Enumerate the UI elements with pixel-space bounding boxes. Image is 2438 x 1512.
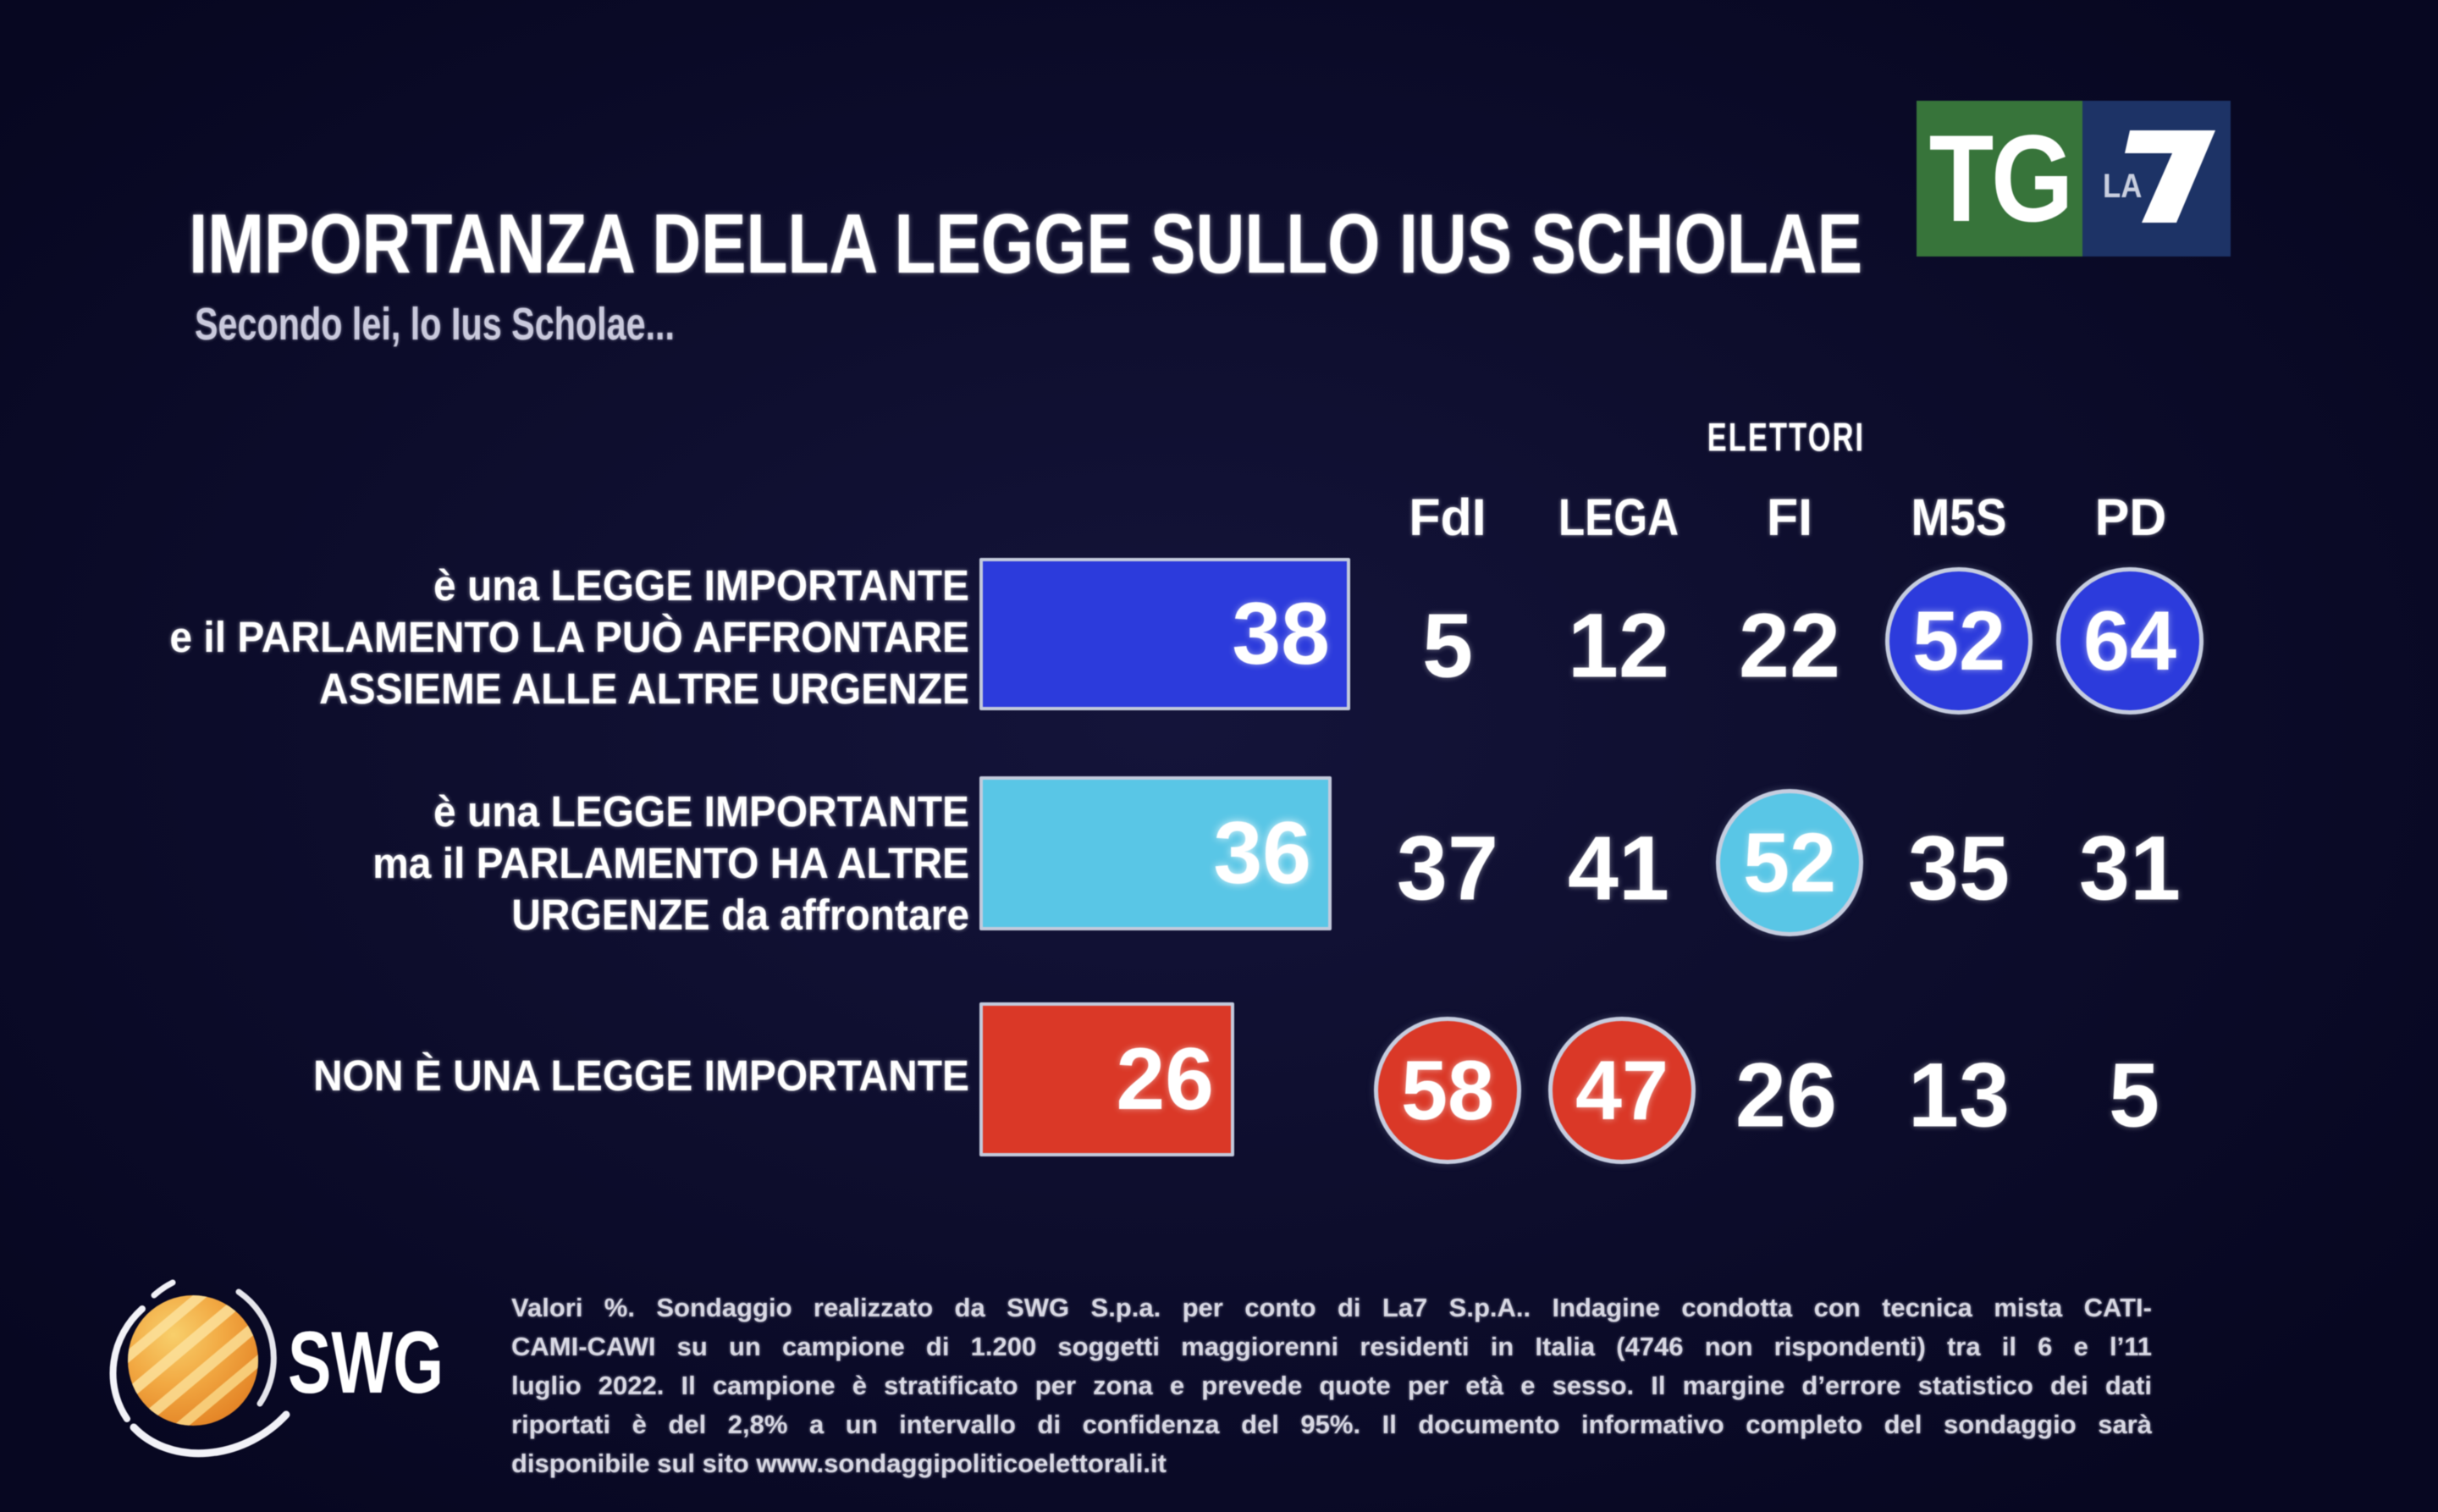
- svg-text:SWG: SWG: [288, 1314, 444, 1412]
